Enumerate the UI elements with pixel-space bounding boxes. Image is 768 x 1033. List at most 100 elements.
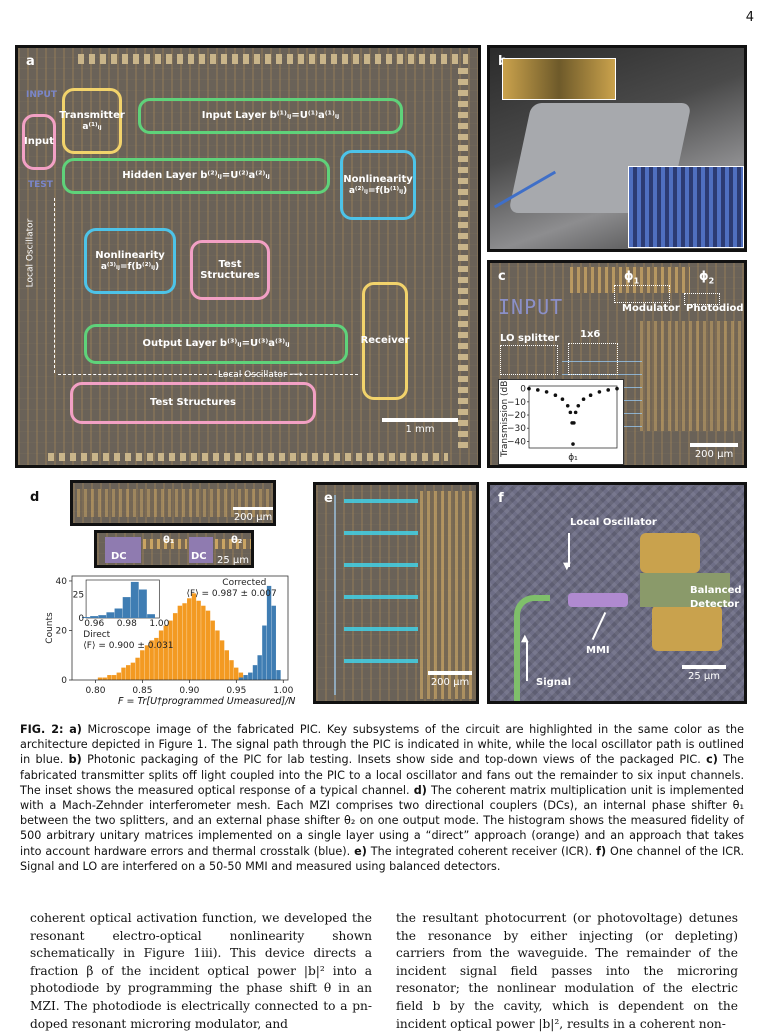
histogram-frame — [71, 575, 289, 681]
input-label: Input — [24, 136, 54, 148]
histogram-bar — [262, 625, 267, 680]
local-osc-label: Local Oscillator — [570, 517, 657, 528]
mmi-arrow — [591, 611, 607, 641]
chip-text-input-c: INPUT — [498, 295, 564, 319]
phi2-subscript: 2 — [708, 276, 715, 286]
direct-label: Direct — [83, 630, 110, 640]
signal-label: Signal — [536, 677, 572, 688]
hidden-layer-box: Hidden Layer b⁽²⁾ᵢⱼ=U⁽²⁾a⁽²⁾ᵢⱼ — [62, 158, 330, 194]
detector-label: Detector — [690, 599, 740, 610]
nonlinearity-right-symbol: a⁽²⁾ᵢⱼ=f(b⁽¹⁾ᵢⱼ) — [348, 185, 408, 196]
histogram-bar — [252, 665, 258, 680]
histogram-bar — [224, 650, 230, 680]
panel-a-scale-label: 1 mm — [405, 424, 435, 435]
panel-d-scale-top-label: 200 μm — [233, 512, 273, 523]
panel-d-scale-mid: 25 μm — [217, 555, 250, 566]
transmitter-box: Transmitter a⁽¹⁾ᵢⱼ — [59, 88, 125, 154]
dc2-label: DC — [191, 551, 207, 562]
receiver-channels — [344, 499, 418, 689]
histogram-bar — [215, 630, 220, 680]
inset-data-point — [553, 393, 558, 398]
histogram-bar — [201, 605, 206, 680]
input-layer-label: Input Layer b⁽¹⁾ᵢⱼ=U⁽¹⁾a⁽¹⁾ᵢⱼ — [201, 110, 340, 122]
page-number: 4 — [745, 10, 754, 25]
histogram-bar — [210, 620, 215, 680]
inset-data-point — [536, 388, 540, 392]
figure-caption: FIG. 2: a) Microscope image of the fabri… — [20, 722, 744, 874]
inset-data-point — [572, 421, 576, 425]
body-column-right: the resultant photocurrent (or photovolt… — [396, 911, 738, 1031]
histogram-bar — [243, 675, 248, 680]
chip-text-test: TEST — [28, 180, 53, 190]
panel-d-mzi-mesh: 200 μm — [70, 480, 276, 526]
histogram-bar — [126, 665, 131, 680]
corrected-label: Corrected — [222, 578, 266, 588]
inset-data-point — [565, 403, 570, 408]
histogram-x-tick-label: 0.85 — [132, 686, 152, 696]
histogram-x-tick-label: 0.80 — [85, 686, 105, 696]
caption-fig-tag: FIG. 2: — [20, 723, 64, 736]
histogram-inset-bar — [90, 616, 98, 618]
inset-data-point — [597, 390, 602, 394]
inset-data-point — [571, 442, 575, 446]
histogram-bar — [234, 667, 239, 680]
inset-data-point — [606, 388, 610, 392]
histogram-bar — [140, 650, 145, 680]
panel-c-scale-line — [690, 443, 738, 447]
panel-e-label: e — [324, 491, 333, 506]
histogram-bar — [205, 610, 211, 680]
panel-c-transmitter: c INPUT ϕ1 ϕ2 Modulator Photodiode LO sp… — [487, 260, 747, 468]
transmitter-symbol: a⁽¹⁾ᵢⱼ — [82, 121, 102, 132]
phi2-symbol: ϕ — [699, 269, 709, 283]
photodiode-box — [684, 293, 720, 305]
onebysix-label: 1x6 — [580, 329, 601, 340]
histogram-bar — [102, 677, 107, 680]
receiver-box: Receiver — [361, 282, 409, 400]
histogram-bar — [196, 600, 201, 680]
caption-a-text: Microscope image of the fabricated PIC. … — [20, 723, 744, 767]
theta1-heater — [143, 539, 187, 549]
body-column-left: coherent optical activation function, we… — [30, 911, 372, 1031]
histogram-bar — [107, 675, 112, 680]
arrow-down-icon: ▼ — [563, 561, 571, 572]
pad-row-bottom — [48, 453, 448, 461]
fanout-traces — [640, 321, 744, 431]
transmission-inset: 0 −10 −20 −30 −40 ϕ₁ Transmission (dB) — [498, 377, 624, 465]
scale-bar-line — [382, 418, 458, 422]
histogram-inset-bar — [122, 597, 131, 618]
caption-d-text: The coherent matrix multiplication unit … — [20, 783, 744, 858]
inset-data-point — [573, 410, 578, 415]
caption-e-tag: e) — [354, 844, 367, 858]
inset-y-axis-label: Transmission (dB) — [500, 380, 510, 458]
output-layer-label: Output Layer b⁽³⁾ᵢⱼ=U⁽³⁾a⁽³⁾ᵢⱼ — [142, 338, 290, 350]
histogram-inset-x-tick-label: 0.98 — [117, 619, 137, 629]
panel-e-scale-label: 200 μm — [430, 677, 470, 688]
histogram-x-tick-label: 0.95 — [226, 686, 246, 696]
inset-data-point — [576, 403, 581, 408]
theta2-label: θ₂ — [231, 535, 243, 546]
histogram-y-axis-label: Counts — [45, 612, 55, 644]
histogram-bar — [116, 672, 122, 680]
panel-f-scale-bar: 25 μm — [682, 665, 726, 682]
inset-data-point — [527, 386, 531, 391]
dc1-label: DC — [111, 551, 127, 562]
panel-c-scale-bar: 200 μm — [690, 443, 738, 460]
local-osc-line-v — [54, 198, 56, 373]
histogram-bar — [135, 657, 140, 680]
caption-e-text: The integrated coherent receiver (ICR). — [366, 844, 597, 858]
pad-row-top — [78, 54, 468, 64]
test-structures-label-2: Test Structures — [149, 397, 236, 409]
histogram-inset-x-tick-label: 1.00 — [149, 619, 169, 629]
nonlinearity-left-box: Nonlinearity a⁽³⁾ᵢⱼ=f(b⁽²⁾ᵢⱼ) — [84, 228, 176, 294]
nonlinearity-left-symbol: a⁽³⁾ᵢⱼ=f(b⁽²⁾ᵢⱼ) — [100, 261, 160, 272]
histogram-inset-bar — [82, 617, 90, 618]
histogram-bar — [219, 640, 225, 680]
histogram-bar — [158, 630, 164, 680]
histogram-bar — [154, 637, 159, 680]
output-layer-box: Output Layer b⁽³⁾ᵢⱼ=U⁽³⁾a⁽³⁾ᵢⱼ — [84, 324, 348, 364]
panel-e-scale-bar: 200 μm — [428, 671, 472, 688]
panel-d-label: d — [30, 490, 40, 505]
inset-side-view — [502, 58, 616, 100]
modulator-box — [614, 285, 670, 303]
panel-c-scale-label: 200 μm — [694, 449, 734, 460]
